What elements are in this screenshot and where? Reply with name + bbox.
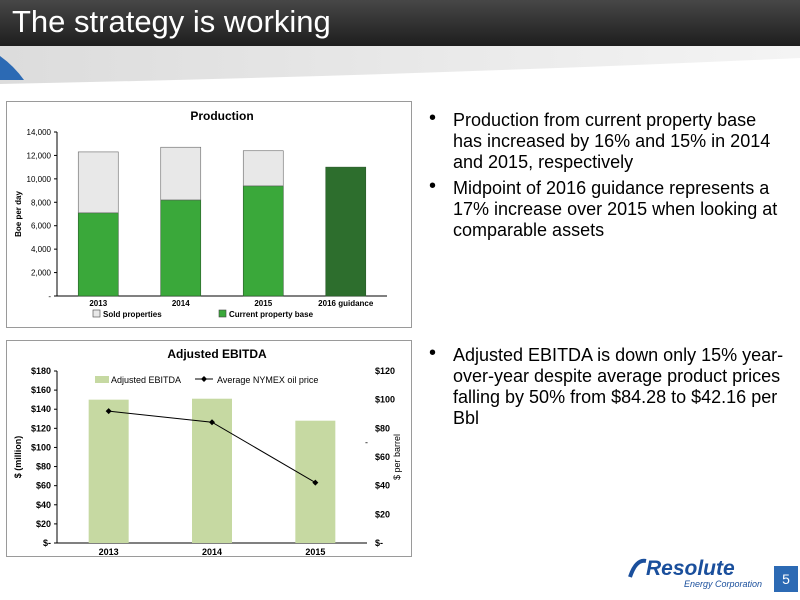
- legend-swatch-current: [218, 309, 227, 318]
- bullet-text: Midpoint of 2016 guidance represents a 1…: [453, 178, 778, 240]
- y2-tick-label: $-: [375, 538, 383, 548]
- y2-extra-mark: -: [365, 438, 368, 448]
- y-tick-label: 10,000: [27, 175, 52, 184]
- legend-label: Sold properties: [103, 310, 162, 319]
- y2-tick-label: $120: [375, 366, 395, 376]
- page-number: 5: [774, 566, 798, 592]
- y2-tick-label: $100: [375, 395, 395, 405]
- y-tick-label: $20: [36, 519, 51, 529]
- y-tick-label: 2,000: [31, 269, 52, 278]
- y-tick-label: -: [48, 292, 51, 301]
- bullet-item: • Midpoint of 2016 guidance represents a …: [425, 175, 790, 241]
- legend-label: Current property base: [229, 310, 314, 319]
- oil-price-point: [105, 408, 112, 415]
- chart-title: Adjusted EBITDA: [167, 347, 267, 361]
- bullet-text: Production from current property base ha…: [453, 110, 771, 172]
- bullet-dot-icon: •: [429, 342, 437, 364]
- y-tick-label: 4,000: [31, 245, 52, 254]
- legend-label: Average NYMEX oil price: [217, 375, 318, 385]
- production-chart: Production - 2,000 4,000 6,000 8,000 10,000 12,…: [14, 109, 387, 319]
- bullets-bottom: • Adjusted EBITDA is down only 15% year-o…: [425, 342, 790, 434]
- y-tick-label: 6,000: [31, 222, 52, 231]
- y-axis-label: $ (million): [13, 436, 23, 479]
- y2-axis-label: $ per barrel: [392, 434, 402, 480]
- header-bar: The strategy is working: [0, 0, 800, 48]
- y2-tick-label: $40: [375, 481, 390, 491]
- bar-current-property-base: [160, 199, 202, 297]
- chart-title: Production: [190, 109, 253, 123]
- bullet-item: • Production from current property base h…: [425, 107, 790, 173]
- y-tick-label: $100: [31, 442, 51, 452]
- y-tick-label: $120: [31, 423, 51, 433]
- bullet-item: • Adjusted EBITDA is down only 15% year-o…: [425, 342, 790, 429]
- production-chart-panel: Production - 2,000 4,000 6,000 8,000 10,000 12,…: [6, 101, 412, 328]
- bullets-top: • Production from current property base h…: [425, 107, 790, 246]
- logo-subtitle: Energy Corporation: [684, 579, 763, 589]
- bar-current-property-base: [325, 166, 367, 297]
- bar-sold-properties: [160, 146, 202, 201]
- bar-sold-properties: [77, 151, 119, 214]
- x-tick-label: 2015: [254, 299, 272, 308]
- x-tick-label: 2014: [202, 547, 222, 556]
- oil-price-point: [312, 479, 319, 486]
- y-tick-label: $140: [31, 404, 51, 414]
- logo-name: Resolute: [646, 557, 735, 580]
- bar-adjusted-ebitda: [88, 399, 129, 543]
- x-tick-label: 2013: [89, 299, 107, 308]
- y-tick-label: $160: [31, 385, 51, 395]
- y-axis-label: Boe per day: [14, 191, 23, 237]
- y-tick-label: 14,000: [27, 128, 52, 137]
- legend-label: Adjusted EBITDA: [111, 375, 181, 385]
- oil-price-point: [209, 419, 215, 426]
- y2-tick-label: $20: [375, 509, 390, 519]
- bullet-dot-icon: •: [429, 107, 437, 129]
- header-swoosh: [0, 46, 800, 84]
- y-tick-label: $60: [36, 481, 51, 491]
- company-logo: Resolute Energy Corporation: [628, 557, 768, 591]
- logo-mark-icon: [628, 558, 647, 578]
- y-tick-label: $40: [36, 500, 51, 510]
- bar-current-property-base: [77, 212, 119, 297]
- y-tick-label: $-: [43, 538, 51, 548]
- y2-tick-label: $80: [375, 423, 390, 433]
- x-tick-label: 2013: [99, 547, 119, 556]
- legend-swatch-oil-marker: [201, 376, 207, 382]
- x-tick-label: 2016 guidance: [318, 299, 374, 308]
- y-tick-label: $180: [31, 366, 51, 376]
- y-tick-label: $80: [36, 462, 51, 472]
- bar-sold-properties: [242, 150, 284, 187]
- slide-title: The strategy is working: [12, 4, 331, 39]
- y-tick-label: 12,000: [27, 151, 52, 160]
- ebitda-chart: Adjusted EBITDA $- $20 $40 $60 $80 $100 $120 $14…: [13, 347, 402, 556]
- x-tick-label: 2015: [305, 547, 325, 556]
- bullet-text: Adjusted EBITDA is down only 15% year-ov…: [453, 345, 784, 428]
- y-tick-label: 8,000: [31, 198, 52, 207]
- ebitda-chart-panel: Adjusted EBITDA $- $20 $40 $60 $80 $100 $120 $14…: [6, 340, 412, 557]
- bullet-dot-icon: •: [429, 175, 437, 197]
- bar-current-property-base: [242, 185, 284, 297]
- legend-swatch-ebitda: [95, 376, 109, 383]
- x-tick-label: 2014: [172, 299, 190, 308]
- legend-swatch-sold: [92, 309, 101, 318]
- y2-tick-label: $60: [375, 452, 390, 462]
